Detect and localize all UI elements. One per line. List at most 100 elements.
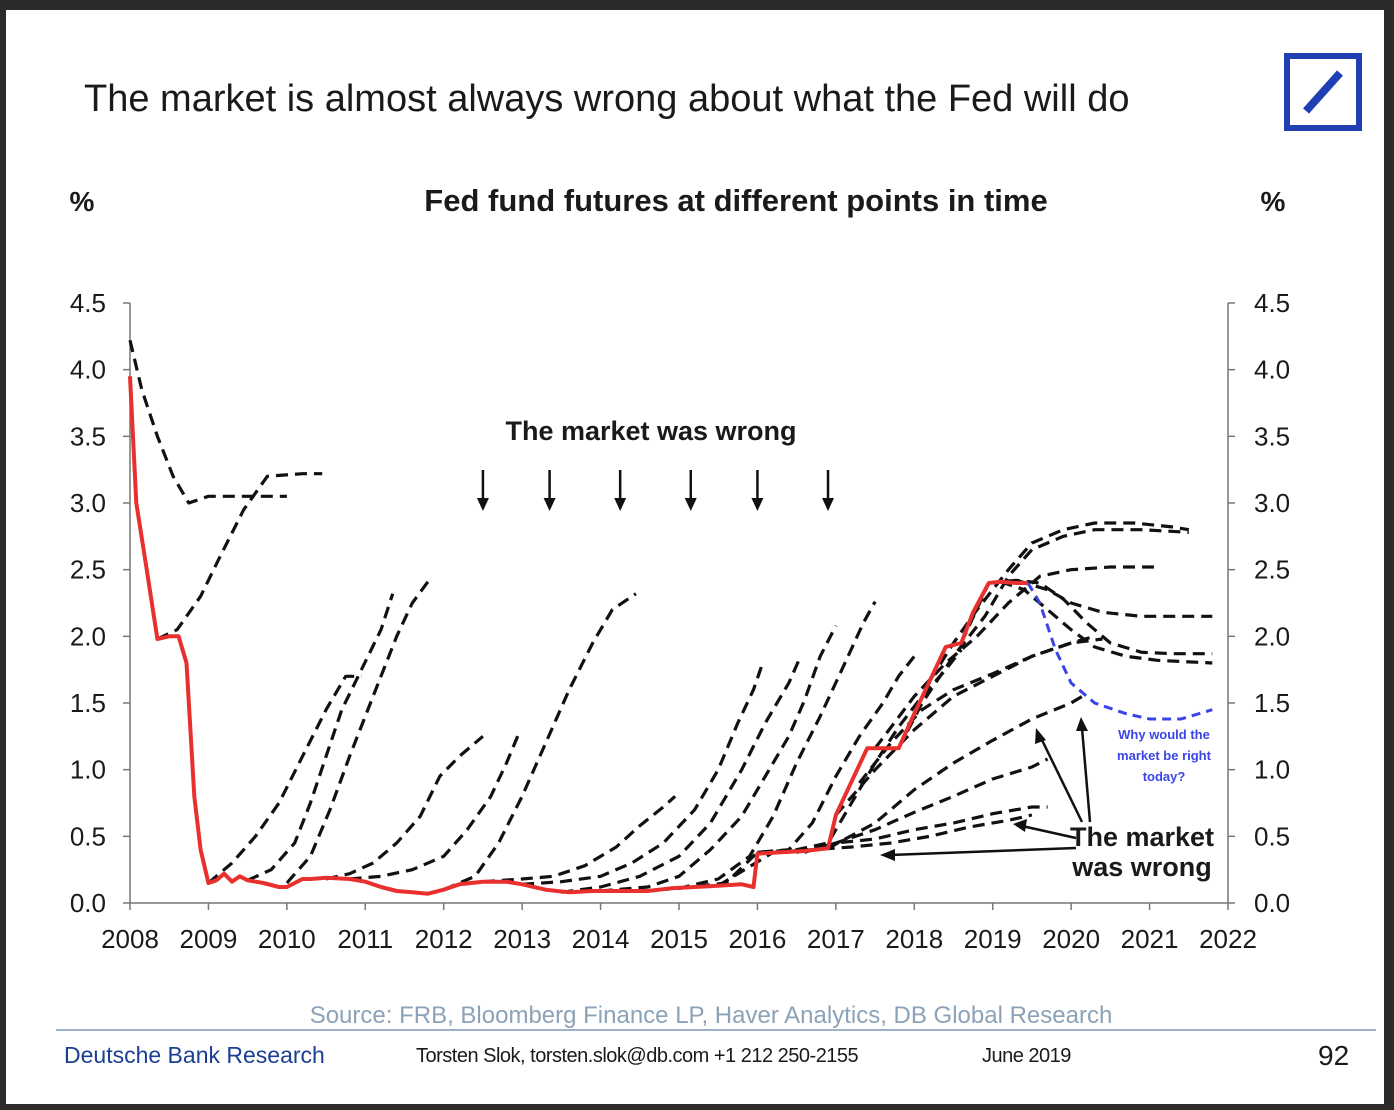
futures-curve-26 xyxy=(1000,580,1213,665)
x-tick-label: 2011 xyxy=(337,924,393,954)
futures-curve-11 xyxy=(561,655,803,894)
deutsche-bank-logo xyxy=(1284,53,1362,131)
futures-curve-10 xyxy=(521,666,763,886)
down-arrowhead-2 xyxy=(543,498,556,511)
pointer-arrowhead-1 xyxy=(880,849,895,861)
y-tick-label-left: 4.5 xyxy=(70,288,106,318)
annotation-question-line2: market be right xyxy=(1117,748,1212,763)
y-tick-label-right: 0.0 xyxy=(1254,888,1290,918)
y-tick-label-right: 4.0 xyxy=(1254,355,1290,385)
chart-title: Fed fund futures at different points in … xyxy=(424,183,1047,218)
series-layer xyxy=(128,339,1213,896)
x-tick-label: 2022 xyxy=(1199,924,1257,954)
futures-curve-25 xyxy=(988,578,1213,656)
y-tick-label-right: 1.0 xyxy=(1254,755,1290,785)
x-tick-label: 2012 xyxy=(415,924,473,954)
pointer-arrow-4 xyxy=(1080,727,1092,823)
x-tick-label: 2018 xyxy=(885,924,943,954)
y-tick-label-left: 1.0 xyxy=(70,755,106,785)
x-tick-label: 2015 xyxy=(650,924,708,954)
axes: 0.0 0.0 0.5 0.5 1.0 1.0 1.5 1.5 2.0 2.0 2.5 2.5 3.0 3… xyxy=(70,288,1290,954)
x-tick-label: 2013 xyxy=(493,924,551,954)
futures-curve-27 xyxy=(858,637,1103,784)
down-arrowhead-6 xyxy=(822,498,835,511)
effective-fed-funds-line xyxy=(128,376,1028,896)
y-tick-label-left: 3.0 xyxy=(70,488,106,518)
logo-slash xyxy=(1303,70,1343,114)
futures-curve-14 xyxy=(678,655,916,890)
futures-curve-18 xyxy=(804,805,1048,854)
publication-date: June 2019 xyxy=(982,1045,1071,1067)
x-tick-label: 2016 xyxy=(729,924,787,954)
y-tick-label-left: 4.0 xyxy=(70,355,106,385)
annotation-bottom-line2: was wrong xyxy=(1071,852,1212,882)
y-tick-label-right: 3.5 xyxy=(1254,421,1290,451)
y-tick-label-right: 0.5 xyxy=(1254,821,1290,851)
futures-curve-5 xyxy=(285,575,434,885)
x-tick-label: 2009 xyxy=(180,924,238,954)
x-tick-label: 2008 xyxy=(101,924,159,954)
y-tick-label-left: 2.0 xyxy=(70,621,106,651)
down-arrowhead-5 xyxy=(751,498,764,511)
futures-curve-13 xyxy=(639,600,877,893)
y-tick-label-left: 1.5 xyxy=(70,688,106,718)
down-arrowhead-3 xyxy=(614,498,627,511)
y-tick-label-left: 3.5 xyxy=(70,421,106,451)
futures-curve-8 xyxy=(443,592,637,892)
futures-curve-17 xyxy=(827,692,1088,850)
pointer-arrowhead-3 xyxy=(1035,728,1046,744)
futures-curve-6 xyxy=(325,735,484,881)
bottom-arrows xyxy=(880,717,1092,861)
y-tick-label-left: 0.5 xyxy=(70,821,106,851)
projection-curve xyxy=(1026,582,1213,721)
pointer-arrowhead-4 xyxy=(1076,717,1088,731)
futures-curve-12 xyxy=(600,624,838,893)
y-tick-label-left: 2.5 xyxy=(70,555,106,585)
right-axis-unit: % xyxy=(1261,186,1286,217)
x-tick-label: 2010 xyxy=(258,924,316,954)
slide-headline: The market is almost always wrong about … xyxy=(84,78,1130,120)
source-note: Source: FRB, Bloomberg Finance LP, Haver… xyxy=(309,1002,1113,1029)
top-arrows xyxy=(476,470,835,511)
organization-label: Deutsche Bank Research xyxy=(64,1042,325,1068)
y-tick-label-right: 2.5 xyxy=(1254,555,1290,585)
futures-curve-24 xyxy=(959,578,1213,644)
footer-divider xyxy=(56,1029,1376,1031)
futures-curve-23 xyxy=(928,521,1190,682)
annotation-top: The market was wrong xyxy=(505,416,796,446)
x-tick-label: 2017 xyxy=(807,924,865,954)
page-number: 92 xyxy=(1318,1040,1350,1071)
futures-curve-21 xyxy=(873,565,1158,750)
futures-curve-20 xyxy=(834,634,1096,817)
y-tick-label-right: 1.5 xyxy=(1254,688,1290,718)
futures-curve-22 xyxy=(897,528,1189,750)
x-tick-label: 2021 xyxy=(1121,924,1179,954)
x-tick-label: 2020 xyxy=(1042,924,1100,954)
pointer-arrowhead-2 xyxy=(1013,819,1027,832)
futures-curve-2 xyxy=(156,472,323,641)
author-contact: Torsten Slok, torsten.slok@db.com +1 212… xyxy=(416,1045,859,1067)
futures-curve-4 xyxy=(246,593,395,882)
down-arrowhead-4 xyxy=(684,498,697,511)
annotation-bottom-line1: The market xyxy=(1070,822,1214,852)
logo-frame xyxy=(1284,53,1362,131)
y-tick-label-left: 0.0 xyxy=(70,888,106,918)
x-tick-label: 2014 xyxy=(572,924,630,954)
pointer-arrow-2 xyxy=(1021,824,1077,840)
pointer-arrow-3 xyxy=(1039,737,1084,823)
futures-curve-1 xyxy=(128,339,287,505)
futures-curve-3 xyxy=(207,674,362,885)
futures-curve-9 xyxy=(482,795,677,884)
annotation-question-line1: Why would the xyxy=(1118,727,1210,742)
futures-curve-7 xyxy=(349,734,520,881)
y-tick-label-right: 4.5 xyxy=(1254,288,1290,318)
left-axis-unit: % xyxy=(70,186,95,217)
slide: The market is almost always wrong about … xyxy=(6,10,1384,1104)
annotation-question-line3: today? xyxy=(1143,769,1186,784)
y-tick-label-right: 2.0 xyxy=(1254,621,1290,651)
y-tick-label-right: 3.0 xyxy=(1254,488,1290,518)
down-arrowhead-1 xyxy=(476,498,489,511)
x-tick-label: 2019 xyxy=(964,924,1022,954)
pointer-arrow-1 xyxy=(889,846,1077,857)
